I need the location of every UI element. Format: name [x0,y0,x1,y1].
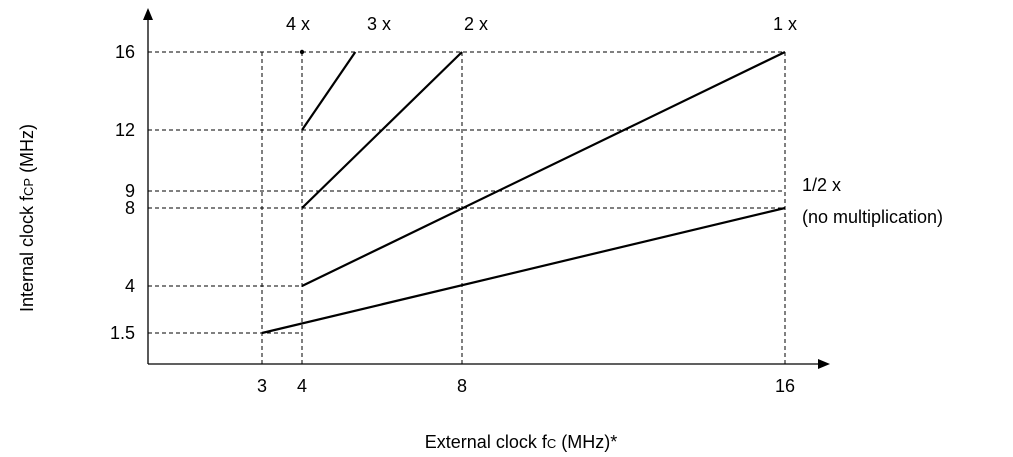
series-label-1: 3 x [367,14,391,34]
x-tick-label: 3 [257,376,267,396]
series-line-2 [301,51,463,209]
series-lines [261,49,786,335]
y-axis-label: Internal clock fCP (MHz) [17,124,37,312]
y-tick-label: 1.5 [110,323,135,343]
series-label-4: (no multiplication) [802,207,943,227]
series-line-3 [301,51,786,287]
x-tick-label: 16 [775,376,795,396]
series-marker-0 [299,49,305,55]
series-label-4: 1/2 x [802,175,841,195]
y-tick-label: 9 [125,181,135,201]
y-tick-label: 12 [115,120,135,140]
x-axis-arrow [818,359,830,369]
series-label-2: 2 x [464,14,488,34]
y-axis-arrow [143,8,153,20]
series-line-1 [301,51,357,131]
series-line-4 [261,206,786,335]
x-tick-label: 8 [457,376,467,396]
x-axis-label: External clock fC (MHz)* [425,432,617,452]
y-tick-label: 4 [125,276,135,296]
series-label-0: 4 x [286,14,310,34]
series-label-3: 1 x [773,14,797,34]
axes [143,8,830,369]
series-labels: 4 x 3 x 2 x 1 x 1/2 x (no multiplication) [286,14,943,227]
x-tick-label: 4 [297,376,307,396]
y-tick-label: 8 [125,198,135,218]
y-tick-label: 16 [115,42,135,62]
